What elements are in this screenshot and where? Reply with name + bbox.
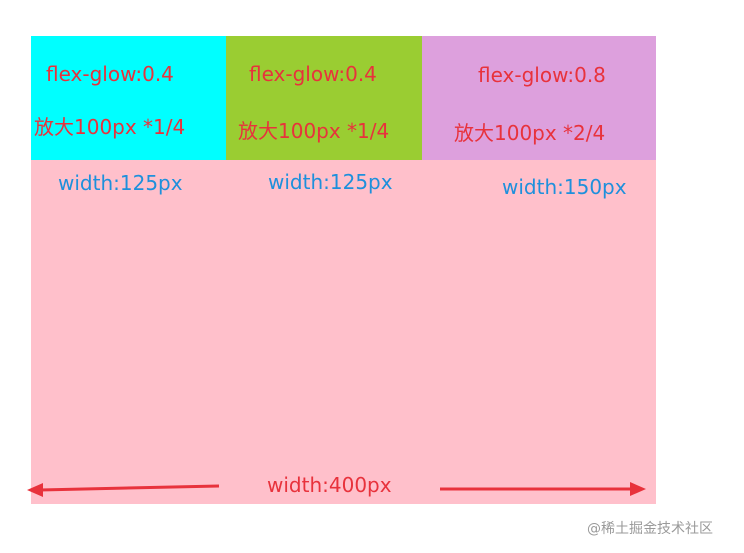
item-1-width-label: width:125px [58, 171, 183, 195]
flex-item-2 [226, 36, 422, 160]
item-3-width-label: width:150px [502, 175, 627, 199]
item-2-width-label: width:125px [268, 170, 393, 194]
flex-item-3 [422, 36, 656, 160]
flex-item-1 [31, 36, 226, 160]
left-arrow-icon [27, 483, 220, 497]
right-arrow-icon [440, 482, 646, 496]
container-width-label: width:400px [267, 473, 392, 497]
item-1-grow-note: 放大100px *1/4 [34, 115, 186, 139]
item-2-flex-label: flex-glow:0.4 [249, 62, 377, 86]
item-3-grow-note: 放大100px *2/4 [454, 121, 606, 145]
watermark: @稀土掘金技术社区 [587, 521, 713, 537]
item-2-grow-note: 放大100px *1/4 [238, 119, 390, 143]
item-1-flex-label: flex-glow:0.4 [46, 62, 174, 86]
item-3-flex-label: flex-glow:0.8 [478, 63, 606, 87]
